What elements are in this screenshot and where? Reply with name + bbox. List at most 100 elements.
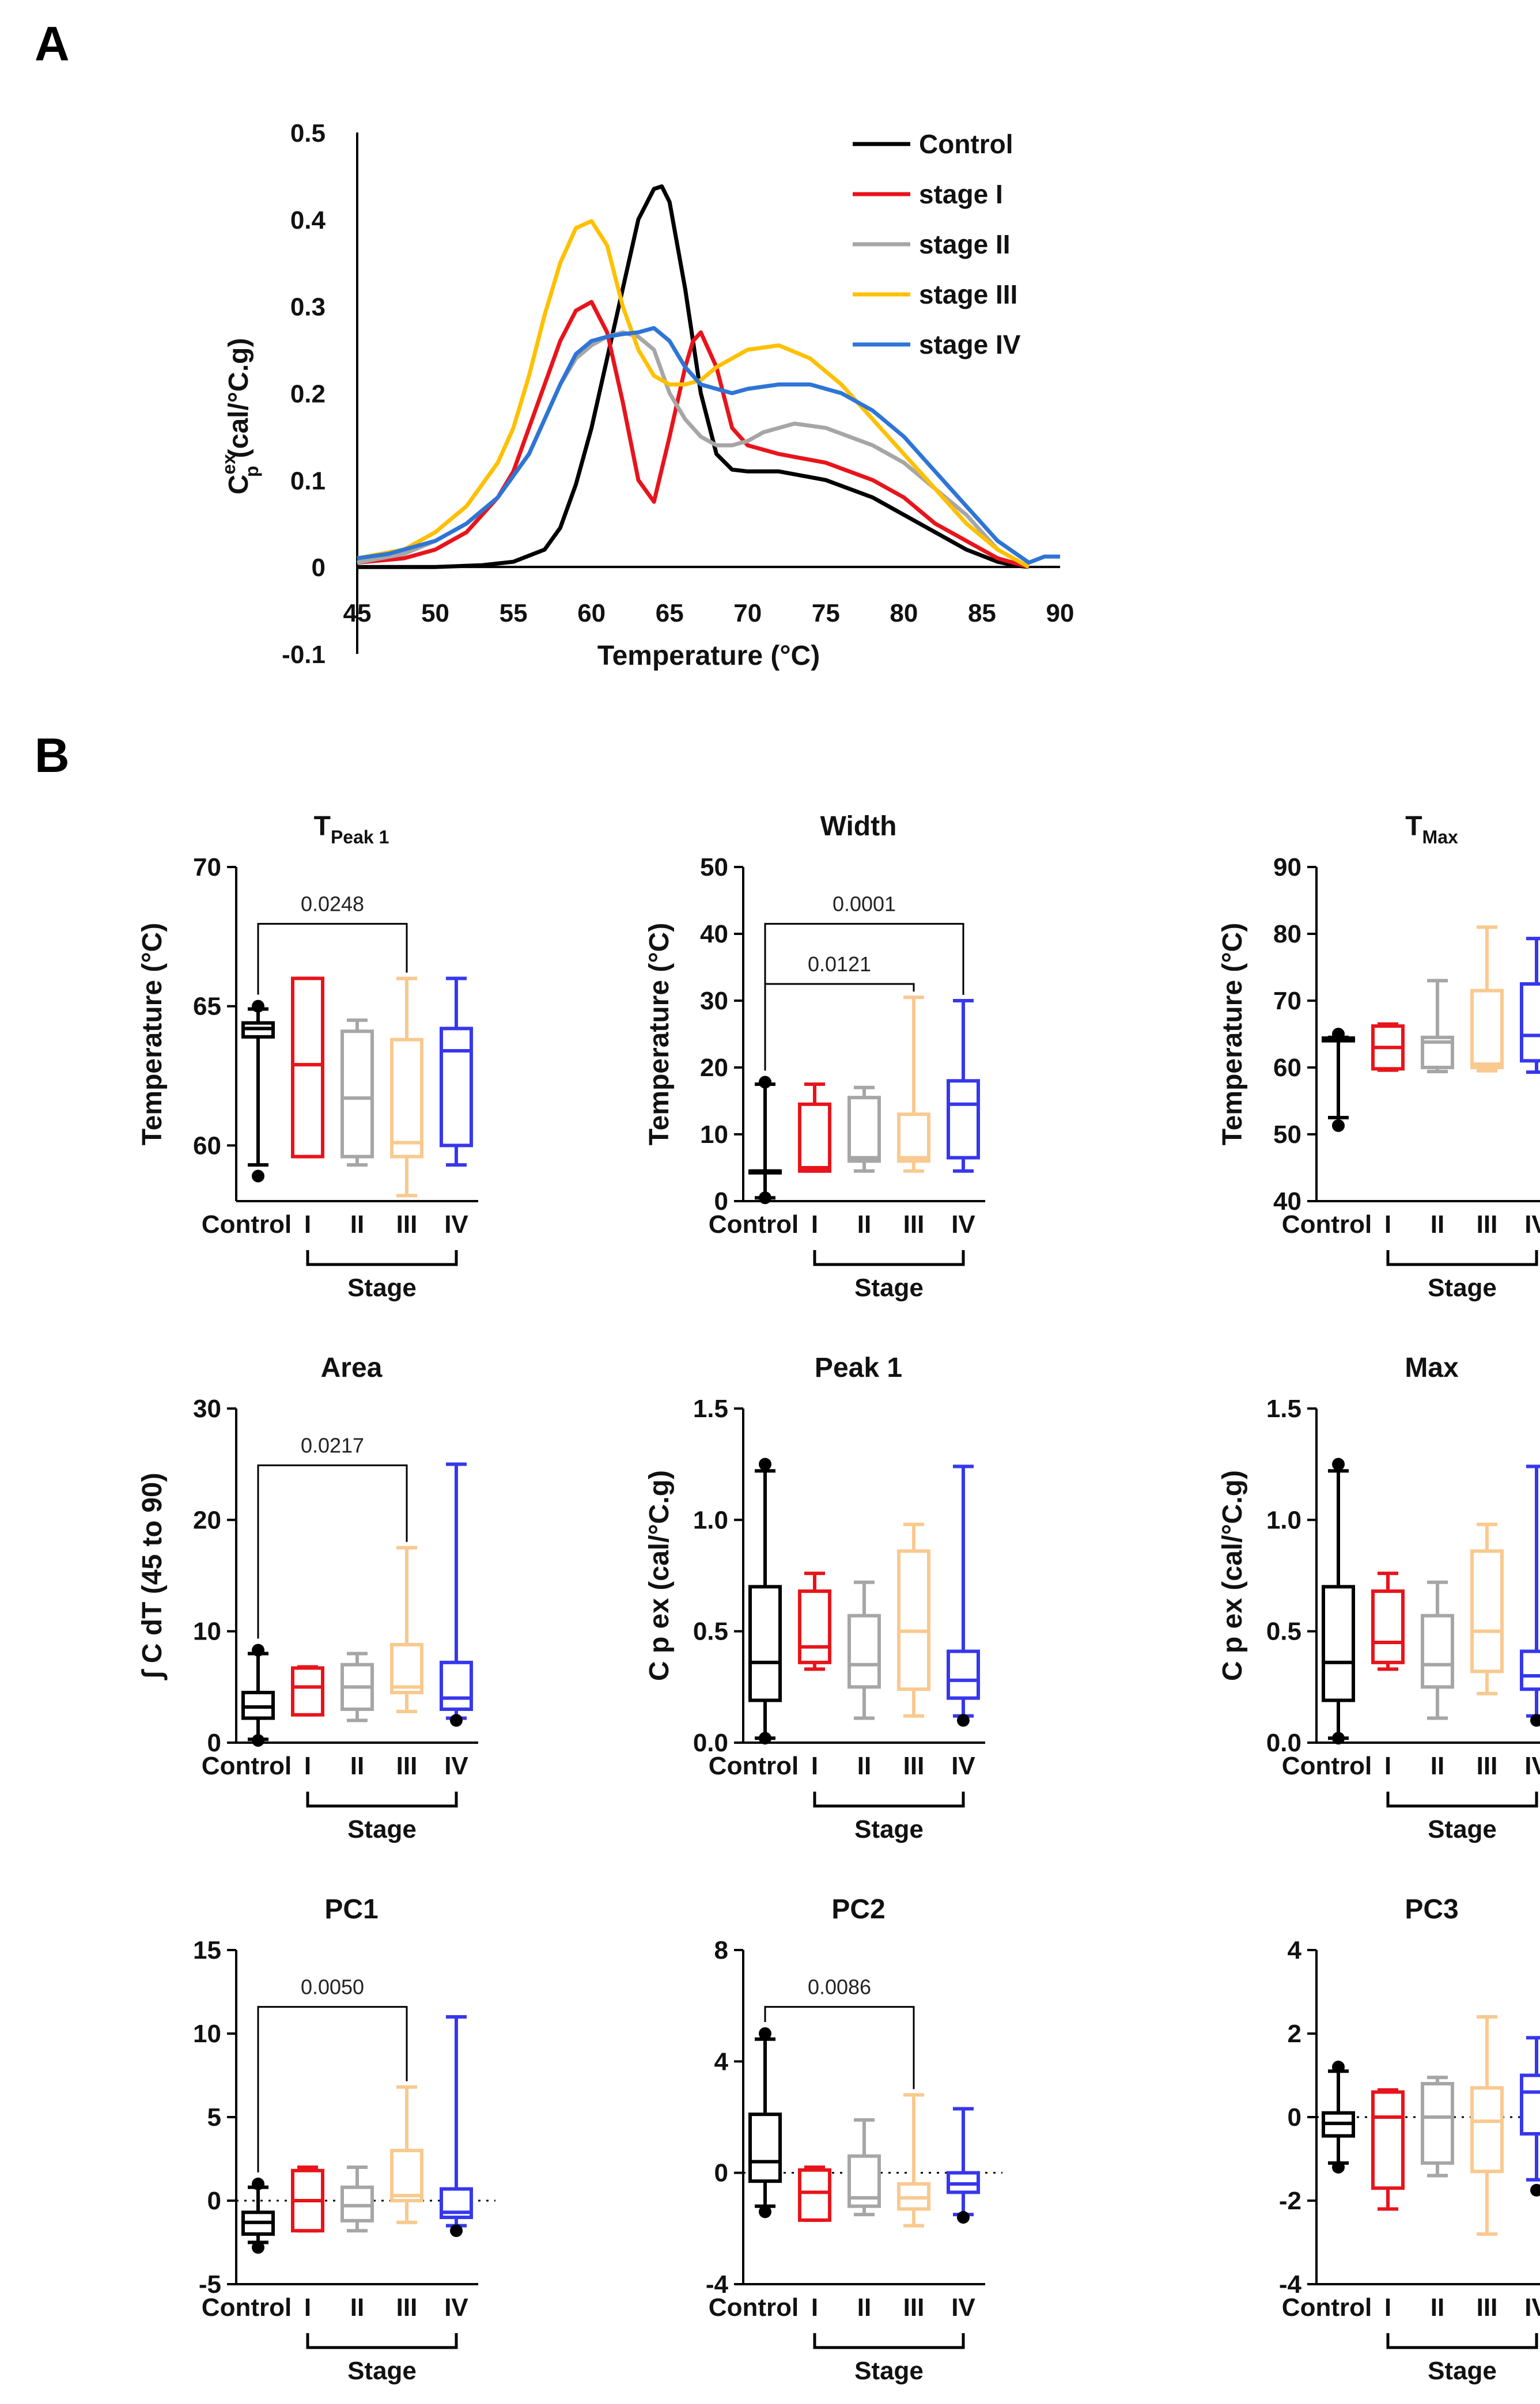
- box-outlier: [450, 1714, 463, 1727]
- box-iqr: [440, 1027, 473, 1148]
- panel-title: Max: [1405, 1353, 1459, 1383]
- box-iqr: [1520, 2073, 1540, 2136]
- x-tick-label: Control: [709, 1752, 799, 1780]
- box-iqr: [847, 1096, 881, 1163]
- boxplot-tmax: TMax 40 50 60 70 80 90 Temperature (°C) Control I…: [1217, 811, 1540, 1302]
- y-tick-label: -2: [1279, 2187, 1301, 2215]
- x-tick-label: II: [857, 1752, 871, 1780]
- significance-bracket: [764, 923, 964, 1071]
- x-tick-label: II: [1431, 1210, 1444, 1239]
- box-iqr: [798, 2168, 831, 2222]
- boxplot-width: Width 0 10 20 30 40 50 Temperature (°C) Control I…: [644, 811, 985, 1302]
- box-iqr: [1470, 989, 1504, 1069]
- x-tick-label: II: [857, 2293, 871, 2322]
- x-tick-label: II: [1431, 1752, 1444, 1780]
- y-tick-label: 10: [700, 1120, 728, 1149]
- a-x-tick-label: 50: [421, 599, 449, 627]
- y-tick-label: 0: [714, 2159, 728, 2187]
- box-iqr: [291, 1666, 324, 1717]
- stage-label: Stage: [347, 2357, 417, 2385]
- y-tick-label: 50: [1273, 1120, 1301, 1149]
- box-iqr: [847, 1614, 881, 1689]
- x-tick-label: IV: [951, 2293, 975, 2322]
- box-outlier: [252, 1644, 264, 1657]
- x-tick-label: Control: [202, 1210, 292, 1239]
- y-tick-label: 0: [207, 1729, 221, 1757]
- boxplot-max: Max 0.0 0.5 1.0 1.5 C p ex (cal/°C.g) Control I…: [1217, 1353, 1540, 1843]
- box-outlier: [759, 2027, 771, 2040]
- x-tick-label: IV: [1524, 1210, 1540, 1239]
- legend-label: stage IV: [919, 330, 1021, 359]
- y-tick-label: 4: [1288, 1936, 1302, 1964]
- x-tick-label: III: [396, 1752, 418, 1780]
- x-tick-label: IV: [444, 2293, 468, 2322]
- a-x-axis-label: Temperature (°C): [597, 641, 820, 671]
- box-iqr: [1371, 2090, 1405, 2190]
- panel-title: Peak 1: [815, 1353, 902, 1383]
- y-tick-label: 80: [1273, 920, 1301, 948]
- x-tick-label: I: [304, 2293, 311, 2322]
- box-outlier: [252, 1000, 264, 1013]
- y-axis-label: C p ex (cal/°C.g): [644, 1470, 675, 1681]
- a-x-tick-label: 75: [812, 599, 840, 627]
- box-iqr: [1371, 1589, 1405, 1664]
- y-tick-label: 0.0: [693, 1729, 728, 1757]
- panel-title: PC3: [1405, 1894, 1458, 1925]
- box-iqr: [897, 1549, 930, 1691]
- x-tick-label: IV: [1524, 2293, 1540, 2322]
- a-y-tick-label: 0.3: [290, 293, 326, 321]
- x-tick-label: I: [811, 1210, 818, 1239]
- box-outlier: [759, 1191, 771, 1205]
- box-iqr: [390, 1038, 423, 1159]
- y-tick-label: 4: [714, 2047, 729, 2076]
- y-tick-label: 0: [1288, 2103, 1301, 2132]
- x-tick-label: Control: [202, 2293, 292, 2322]
- boxplot-peak1: Peak 1 0.0 0.5 1.0 1.5 C p ex (cal/°C.g) Contr…: [644, 1353, 985, 1843]
- boxplot-pc3: PC3-4-2024ControlIIIIIIIVStage: [1279, 1894, 1540, 2385]
- y-tick-label: 0: [714, 1187, 728, 1216]
- stage-bracket: [1386, 2333, 1538, 2349]
- y-tick-label: 1.5: [693, 1395, 728, 1423]
- box-outlier: [759, 2205, 771, 2219]
- x-tick-label: Control: [1282, 2293, 1372, 2322]
- x-tick-label: Control: [709, 2293, 799, 2322]
- box-iqr: [748, 1585, 782, 1702]
- y-tick-label: 70: [1273, 987, 1301, 1015]
- x-tick-label: II: [350, 1210, 364, 1239]
- x-tick-label: III: [903, 1752, 925, 1780]
- box-outlier: [1530, 1714, 1540, 1727]
- y-axis-label: Temperature (°C): [644, 923, 675, 1145]
- y-tick-label: 60: [193, 1131, 221, 1160]
- x-tick-label: IV: [951, 1752, 975, 1780]
- box-iqr: [390, 1642, 423, 1695]
- box-iqr: [340, 1029, 374, 1159]
- y-tick-label: 8: [714, 1936, 728, 1964]
- x-tick-label: IV: [444, 1210, 468, 1239]
- stage-label: Stage: [1428, 2357, 1497, 2385]
- y-tick-label: 10: [193, 1618, 221, 1646]
- legend-label: Control: [919, 129, 1013, 159]
- panel-title: PC1: [324, 1894, 378, 1925]
- a-x-tick-label: 45: [343, 599, 372, 627]
- box-outlier: [450, 2224, 463, 2238]
- p-value-label: 0.0248: [301, 892, 364, 916]
- box-iqr: [1470, 2086, 1504, 2174]
- y-tick-label: 0.5: [1266, 1618, 1301, 1646]
- box-iqr: [947, 1649, 980, 1700]
- stage-bracket: [1386, 1792, 1538, 1808]
- x-tick-label: I: [304, 1752, 311, 1780]
- x-tick-label: II: [350, 1752, 364, 1780]
- a-y-tick-label: 0: [312, 554, 326, 582]
- box-outlier: [1332, 2061, 1345, 2073]
- box-iqr: [798, 1589, 831, 1664]
- stage-label: Stage: [854, 1274, 924, 1302]
- x-tick-label: Control: [1282, 1210, 1372, 1239]
- x-tick-label: Control: [202, 1752, 292, 1780]
- x-tick-label: II: [350, 2293, 364, 2322]
- a-x-tick-label: 60: [577, 599, 606, 627]
- chart-a-thermogram: 45 50 55 60 65 70 75 80 85 90 -0.1 0 0.1 0.2 0.3 0.4 0.5…: [218, 119, 1074, 671]
- box-iqr: [947, 1079, 980, 1160]
